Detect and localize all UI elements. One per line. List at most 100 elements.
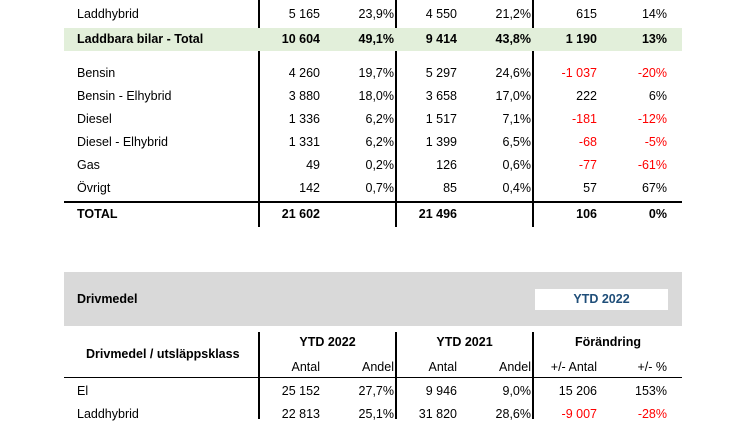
ytd2022-antal: 1 336	[288, 112, 320, 126]
ytd2021-antal: 85	[443, 181, 457, 195]
total-rule	[64, 201, 682, 203]
table-row-total: TOTAL 21 602 21 496 106 0%	[64, 203, 682, 226]
ytd2022-andel: 0,2%	[365, 158, 395, 172]
row-label: Övrigt	[77, 181, 111, 195]
subheader-antal: Antal	[291, 360, 321, 374]
change-antal: 15 206	[558, 384, 597, 398]
ytd2022-andel: 6,2%	[365, 112, 395, 126]
col-separator	[395, 332, 397, 419]
ytd2022-andel: 25,1%	[358, 407, 394, 421]
col-separator	[258, 0, 260, 227]
row-label: Bensin	[77, 66, 116, 80]
header-change: Förändring	[575, 335, 641, 349]
col-separator	[395, 0, 397, 227]
header-ytd2022: YTD 2022	[299, 335, 356, 349]
section-title: Drivmedel	[77, 292, 138, 306]
ytd2021-andel: 9,0%	[502, 384, 532, 398]
ytd2021-antal: 126	[436, 158, 457, 172]
change-antal: -1 037	[561, 66, 597, 80]
ytd2022-antal: 1 331	[288, 135, 320, 149]
change-percent: 13%	[641, 32, 667, 46]
ytd2022-antal: 10 604	[281, 32, 320, 46]
change-percent: -12%	[637, 112, 667, 126]
change-antal: 1 190	[565, 32, 597, 46]
subheader-andel: Andel	[499, 360, 531, 374]
subheader-change-antal: +/- Antal	[550, 360, 597, 374]
ytd2022-andel: 23,9%	[358, 7, 394, 21]
ytd2022-andel: 27,7%	[358, 384, 394, 398]
ytd2021-antal: 4 550	[425, 7, 457, 21]
ytd2021-andel: 17,0%	[495, 89, 531, 103]
ytd2021-andel: 28,6%	[495, 407, 531, 421]
ytd2021-antal: 31 820	[418, 407, 457, 421]
row-label: Bensin - Elhybrid	[77, 89, 172, 103]
header-ytd2021: YTD 2021	[436, 335, 493, 349]
ytd2022-antal: 3 880	[288, 89, 320, 103]
col-separator	[258, 332, 260, 419]
ytd2021-antal: 1 517	[425, 112, 457, 126]
change-percent: -20%	[637, 66, 667, 80]
row-label: Laddhybrid	[77, 407, 139, 421]
change-percent: 14%	[641, 7, 667, 21]
ytd2022-antal: 4 260	[288, 66, 320, 80]
row-label: Laddbara bilar - Total	[77, 32, 204, 46]
ytd2021-antal: 9 414	[425, 32, 457, 46]
ytd2021-antal: 3 658	[425, 89, 457, 103]
ytd2021-antal: 9 946	[425, 384, 457, 398]
row-label: Diesel	[77, 112, 112, 126]
change-percent: 0%	[648, 207, 667, 221]
ytd2021-antal: 21 496	[418, 207, 457, 221]
ytd2022-andel: 49,1%	[358, 32, 394, 46]
table-row: Laddhybrid 5 165 23,9% 4 550 21,2% 615 1…	[64, 3, 682, 26]
change-percent: -5%	[644, 135, 667, 149]
table-row: Diesel - Elhybrid 1 331 6,2% 1 399 6,5% …	[64, 131, 682, 154]
ytd2022-antal: 21 602	[281, 207, 320, 221]
ytd2021-andel	[468, 203, 531, 226]
table-row: Övrigt 142 0,7% 85 0,4% 57 67%	[64, 177, 682, 200]
subheader-change-percent: +/- %	[637, 360, 667, 374]
row-label: El	[77, 384, 89, 398]
row-label: Gas	[77, 158, 100, 172]
table-row: Diesel 1 336 6,2% 1 517 7,1% -181 -12%	[64, 108, 682, 131]
change-percent: -28%	[637, 407, 667, 421]
ytd2021-andel: 0,4%	[502, 181, 532, 195]
row-label: Diesel - Elhybrid	[77, 135, 169, 149]
change-antal: -68	[578, 135, 597, 149]
ytd2021-andel: 7,1%	[502, 112, 532, 126]
ytd2022-antal: 142	[299, 181, 320, 195]
change-percent: -61%	[637, 158, 667, 172]
ytd2021-andel: 21,2%	[495, 7, 531, 21]
ytd2021-andel: 6,5%	[502, 135, 532, 149]
ytd2021-andel: 43,8%	[495, 32, 531, 46]
table-row: Bensin 4 260 19,7% 5 297 24,6% -1 037 -2…	[64, 62, 682, 85]
ytd2021-antal: 5 297	[425, 66, 457, 80]
ytd2021-andel: 0,6%	[502, 158, 532, 172]
change-antal: 57	[583, 181, 597, 195]
header-label: Drivmedel / utsläppsklass	[86, 347, 240, 361]
col-separator	[532, 0, 534, 227]
table-row: El 25 152 27,7% 9 946 9,0% 15 206 153%	[64, 380, 682, 403]
row-label: TOTAL	[77, 207, 118, 221]
change-antal: 615	[576, 7, 597, 21]
ytd2022-andel: 0,7%	[365, 181, 395, 195]
subheader-andel: Andel	[362, 360, 394, 374]
row-label: Laddhybrid	[77, 7, 139, 21]
ytd2022-andel	[330, 203, 394, 226]
ytd2022-antal: 25 152	[281, 384, 320, 398]
ytd2021-antal: 1 399	[425, 135, 457, 149]
change-antal: 222	[576, 89, 597, 103]
table-row: Gas 49 0,2% 126 0,6% -77 -61%	[64, 154, 682, 177]
change-antal: -181	[571, 112, 597, 126]
ytd2022-antal: 49	[306, 158, 320, 172]
ytd2022-andel: 6,2%	[365, 135, 395, 149]
period-badge: YTD 2022	[535, 289, 668, 310]
ytd2022-antal: 22 813	[281, 407, 320, 421]
change-percent: 67%	[641, 181, 667, 195]
ytd2022-andel: 18,0%	[358, 89, 394, 103]
change-percent: 6%	[648, 89, 667, 103]
change-antal: 106	[576, 207, 597, 221]
ytd2021-andel: 24,6%	[495, 66, 531, 80]
table-row-highlight: Laddbara bilar - Total 10 604 49,1% 9 41…	[64, 28, 682, 51]
period-badge-label: YTD 2022	[573, 292, 630, 306]
change-antal: -77	[578, 158, 597, 172]
